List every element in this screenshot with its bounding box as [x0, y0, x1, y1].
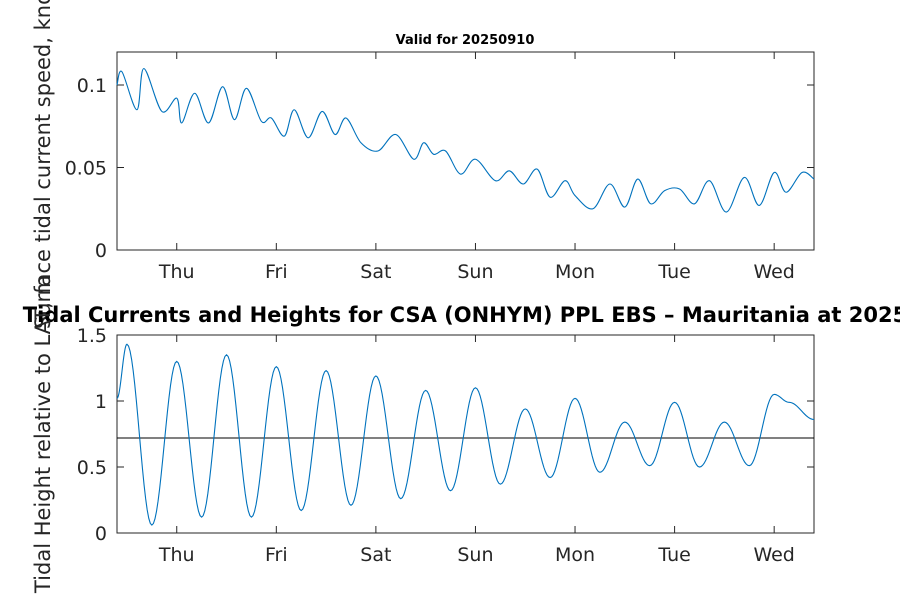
speed-series-line: [116, 67, 815, 213]
speed-x-tick-label: Sat: [360, 261, 391, 283]
height-x-tick-label: Fri: [265, 544, 288, 566]
height-axis-ticks: 0 0.5 1 1.5 Thu Fri Sat Sun Mon Tue Wed: [77, 325, 814, 566]
speed-y-tick-label: 0: [95, 240, 107, 262]
main-title: Tidal Currents and Heights for CSA (ONHY…: [23, 303, 900, 327]
height-chart: Tidal Height relative to LAT, m 0 0.5 1 1.5…: [31, 275, 815, 594]
speed-chart-title: Valid for 20250910: [396, 33, 535, 48]
height-x-tick-label: Mon: [555, 544, 595, 566]
speed-y-tick-label: 0.05: [65, 158, 107, 180]
speed-x-tick-label: Sun: [457, 261, 493, 283]
height-y-tick-label: 1.5: [77, 325, 107, 347]
speed-x-tick-label: Fri: [265, 261, 288, 283]
speed-x-tick-label: Wed: [753, 261, 794, 283]
speed-y-axis-label: Surface tidal current speed, knots: [31, 0, 55, 329]
speed-x-tick-label: Mon: [555, 261, 595, 283]
height-y-tick-label: 0: [95, 523, 107, 545]
height-x-tick-label: Thu: [158, 544, 195, 566]
height-series-line: [116, 343, 815, 526]
height-x-tick-label: Tue: [657, 544, 690, 566]
height-y-axis-label: Tidal Height relative to LAT, m: [31, 275, 55, 594]
height-x-tick-label: Sun: [457, 544, 493, 566]
height-y-tick-label: 0.5: [77, 457, 107, 479]
speed-x-tick-label: Tue: [657, 261, 690, 283]
speed-axis-ticks: 0 0.05 0.1 Thu Fri Sat Sun Mon Tue Wed: [65, 52, 814, 283]
height-y-tick-label: 1: [95, 391, 107, 413]
speed-x-tick-label: Thu: [158, 261, 195, 283]
height-plot-area: [116, 334, 815, 534]
speed-chart: Valid for 20250910 Surface tidal current…: [31, 0, 815, 329]
height-x-tick-label: Wed: [753, 544, 794, 566]
height-x-tick-label: Sat: [360, 544, 391, 566]
speed-plot-area: [116, 51, 815, 251]
speed-y-tick-label: 0.1: [77, 75, 107, 97]
